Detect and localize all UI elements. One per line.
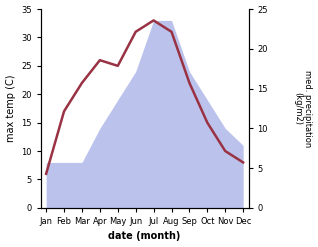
X-axis label: date (month): date (month)	[108, 231, 181, 242]
Y-axis label: max temp (C): max temp (C)	[5, 75, 16, 142]
Y-axis label: med. precipitation
(kg/m2): med. precipitation (kg/m2)	[293, 70, 313, 147]
